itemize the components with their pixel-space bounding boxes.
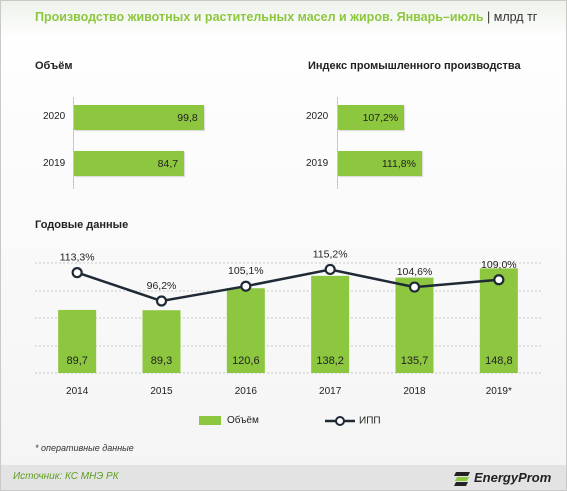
x-tick-2018: 2018 xyxy=(403,386,426,397)
title-text: Производство животных и растительных мас… xyxy=(35,10,484,24)
footer: Источник: КС МНЭ РК EnergyProm xyxy=(1,465,566,490)
volume-value-2019: 84,7 xyxy=(157,158,179,170)
ipp-label-2019*: 109,0% xyxy=(481,259,517,271)
volume-cat-1: 2019 xyxy=(43,158,66,169)
ipp-bar-2019: 111,8% xyxy=(338,151,422,176)
x-tick-2017: 2017 xyxy=(319,386,342,397)
bar-2018 xyxy=(395,277,434,373)
x-tick-2014: 2014 xyxy=(66,386,89,397)
logo-mark-icon xyxy=(454,472,470,486)
bar-2017 xyxy=(311,275,350,373)
ipp-line-path xyxy=(76,268,499,303)
bar-2014 xyxy=(58,309,97,373)
legend-line: ИПП xyxy=(325,415,381,427)
annual-panel-title: Годовые данные xyxy=(35,219,129,231)
legend-bars: Объём xyxy=(199,415,259,426)
ipp-line: 113,3% 96,2% 105,1% 115,2% 104,6% 109,0% xyxy=(60,248,517,307)
ipp-bar-2020: 107,2% xyxy=(338,105,405,130)
page-title: Производство животных и растительных мас… xyxy=(35,10,537,24)
volume-bars: 89,7 89,3 120,6 138,2 135,7 148,8 xyxy=(58,268,518,373)
bar-2019* xyxy=(479,268,518,373)
ipp-point-2018 xyxy=(408,281,421,293)
bar-label-2017: 138,2 xyxy=(316,355,344,367)
legend-bars-swatch xyxy=(199,416,221,425)
x-tick-2016: 2016 xyxy=(235,386,258,397)
ipp-axis xyxy=(337,97,338,189)
ipp-point-2014 xyxy=(71,267,83,279)
ipp-panel-title: Индекс промышленного производства xyxy=(308,60,521,72)
x-tick-2015: 2015 xyxy=(150,386,173,397)
bar-label-2019*: 148,8 xyxy=(485,355,513,367)
ipp-value-2019: 111,8% xyxy=(381,158,416,170)
annual-chart: 89,7 89,3 120,6 138,2 135,7 148,8 113,3% 96,2%… xyxy=(35,248,541,397)
header: Производство животных и растительных мас… xyxy=(1,1,566,39)
bar-label-2014: 89,7 xyxy=(66,355,87,367)
volume-panel-title: Объём xyxy=(35,60,73,72)
ipp-label-2014: 113,3% xyxy=(60,252,95,264)
bar-label-2016: 120,6 xyxy=(232,355,260,367)
bar-label-2018: 135,7 xyxy=(401,355,429,367)
logo-text: EnergyProm xyxy=(474,470,552,485)
ipp-label-2015: 96,2% xyxy=(147,280,177,292)
x-tick-labels: 2014 2015 2016 2017 2018 2019* xyxy=(66,386,512,397)
source-text: Источник: КС МНЭ РК xyxy=(13,471,119,482)
ipp-point-2019* xyxy=(493,274,505,286)
ipp-label-2016: 105,1% xyxy=(228,265,264,277)
legend-line-label: ИПП xyxy=(359,415,381,427)
volume-cat-0: 2020 xyxy=(43,111,66,122)
bar-label-2015: 89,3 xyxy=(151,355,172,367)
volume-bar-2020: 99,8 xyxy=(74,105,204,130)
ipp-point-2017 xyxy=(324,263,336,276)
ipp-value-2020: 107,2% xyxy=(362,112,399,124)
volume-bar-2019: 84,7 xyxy=(74,151,185,176)
ipp-cat-1: 2019 xyxy=(306,158,329,169)
x-tick-2019*: 2019* xyxy=(486,386,512,397)
volume-axis xyxy=(73,97,74,189)
ipp-label-2017: 115,2% xyxy=(313,248,348,260)
ipp-point-2016 xyxy=(240,280,252,292)
volume-value-2020: 99,8 xyxy=(177,112,198,124)
ipp-label-2018: 104,6% xyxy=(397,266,433,278)
legend-bars-label: Объём xyxy=(227,415,259,426)
footnote: * оперативные данные xyxy=(35,443,134,453)
gridlines xyxy=(35,262,541,374)
ipp-cat-0: 2020 xyxy=(306,111,329,122)
bar-2016 xyxy=(226,288,265,373)
title-unit: | млрд тг xyxy=(487,10,538,24)
energyprom-logo: EnergyProm xyxy=(454,468,554,488)
bar-2015 xyxy=(142,310,181,373)
legend-line-swatch xyxy=(325,416,355,426)
ipp-point-2015 xyxy=(155,295,168,307)
